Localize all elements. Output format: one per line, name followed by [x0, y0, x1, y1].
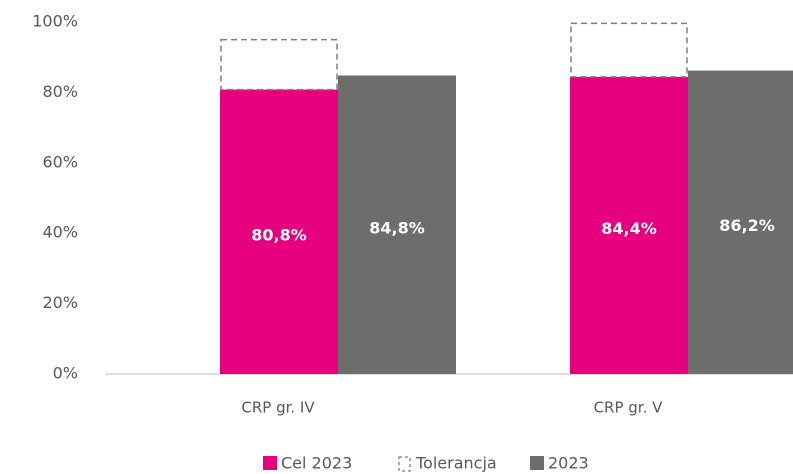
data-label: 80,8% — [251, 225, 307, 244]
y-tick-label: 40% — [42, 223, 78, 242]
bar — [220, 89, 338, 375]
data-label: 86,2% — [719, 216, 775, 235]
legend-swatch — [263, 456, 277, 470]
y-tick-label: 80% — [42, 82, 78, 101]
x-tick-label: CRP gr. IV — [241, 399, 315, 417]
bar — [570, 76, 688, 375]
y-tick-label: 60% — [42, 152, 78, 171]
tolerance-bar — [220, 38, 338, 91]
legend-label: 2023 — [548, 454, 589, 473]
data-label: 84,8% — [369, 218, 425, 237]
data-label: 84,4% — [601, 219, 657, 238]
legend-swatch — [398, 456, 411, 472]
legend-swatch — [530, 456, 544, 470]
bar — [688, 70, 793, 375]
x-tick-label: CRP gr. V — [594, 399, 664, 417]
legend-label: Cel 2023 — [281, 454, 352, 473]
y-tick-label: 20% — [42, 293, 78, 312]
bar — [338, 75, 456, 374]
y-tick-label: 0% — [53, 364, 78, 383]
y-tick-label: 100% — [32, 12, 78, 31]
legend-label: Tolerancja — [415, 454, 497, 473]
tolerance-bar — [570, 22, 688, 78]
